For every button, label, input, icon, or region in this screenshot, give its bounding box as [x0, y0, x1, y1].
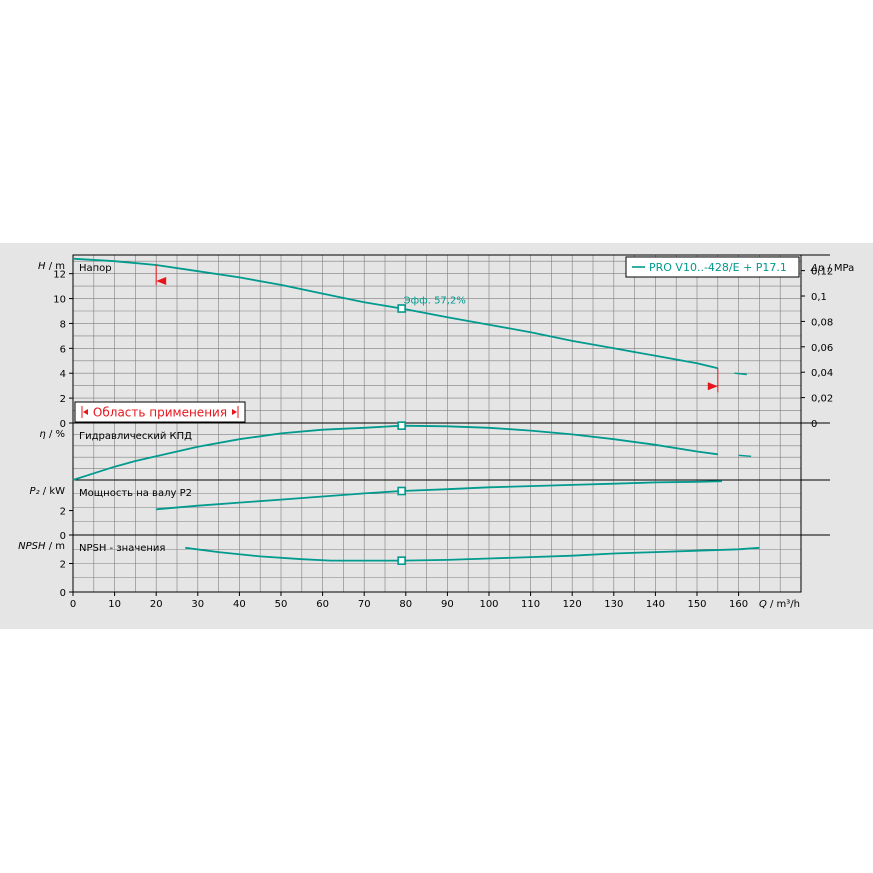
y-axis-var: P₂ [30, 486, 40, 497]
panel-title: Мощность на валу P2 [79, 488, 192, 499]
right-tick-label: 0,1 [811, 292, 827, 303]
y-tick-label: 2 [60, 394, 66, 405]
right-tick-label: 0,04 [811, 368, 833, 379]
x-tick-label: 120 [563, 599, 582, 610]
y-tick-label: 0 [60, 531, 66, 542]
x-tick-label: 80 [399, 599, 412, 610]
curve-line [185, 546, 760, 562]
x-tick-label: 90 [441, 599, 454, 610]
range-min-arrow [156, 276, 167, 285]
y-tick-label: 4 [60, 369, 66, 380]
y-tick-label: 2 [60, 560, 66, 571]
x-tick-label: 70 [358, 599, 371, 610]
panel-power: 0 2 P₂ / kW Мощность на валу P2 [30, 480, 723, 542]
x-tick-label: 150 [687, 599, 706, 610]
x-tick-label: 160 [729, 599, 748, 610]
duty-point-marker [397, 304, 406, 313]
duty-point-marker [397, 556, 406, 565]
curve-tail [738, 454, 752, 457]
x-tick-label: 20 [150, 599, 163, 610]
x-tick-label: 30 [191, 599, 204, 610]
x-axis-label: Q / m³/h [759, 599, 800, 610]
x-tick-label: 110 [521, 599, 540, 610]
y-tick-label: 10 [53, 295, 66, 306]
x-axis-unit: / m³/h [767, 599, 800, 610]
x-axis: 0 10 20 30 40 50 60 70 80 90 100 110 120 130 140 150 160… [70, 592, 800, 610]
y-tick-label: 0 [60, 419, 66, 430]
y-axis-unit: / m [46, 261, 65, 272]
panel-title: Напор [79, 263, 112, 274]
panel-title: NPSH - значения [79, 543, 165, 554]
panel-efficiency: η / % Гидравлический КПД [39, 421, 752, 481]
right-tick-label: 0 [811, 419, 817, 430]
right-tick-label: 0,12 [811, 267, 833, 278]
x-tick-label: 140 [646, 599, 665, 610]
legend-box [625, 256, 800, 278]
panel-npsh: 0 2 NPSH / m NPSH - значения [18, 541, 760, 599]
y-axis-unit: / % [46, 429, 65, 440]
range-legend-right-arrow [232, 409, 237, 415]
y-tick-label: 0 [60, 588, 66, 599]
pump-curve-svg: 0 10 20 30 40 50 60 70 80 90 100 110 120 130 140 150 160… [18, 254, 854, 610]
pump-curve-chart: 0 10 20 30 40 50 60 70 80 90 100 110 120 130 140 150 160… [0, 243, 873, 629]
duty-point-marker [397, 486, 406, 496]
y-axis-unit: / m [46, 541, 65, 552]
x-tick-label: 130 [604, 599, 623, 610]
right-axis-label: Δp / MPa [810, 263, 854, 274]
range-max-arrow [707, 382, 718, 391]
right-axis-unit: / MPa [824, 263, 854, 274]
y-tick-label: 12 [53, 270, 66, 281]
y-axis-var: η [39, 429, 45, 440]
y-tick-label: 2 [60, 507, 66, 518]
panel-title: Гидравлический КПД [79, 431, 192, 442]
y-axis-label: H / m [38, 261, 65, 272]
x-tick-label: 40 [233, 599, 246, 610]
y-axis-var: H [38, 261, 46, 272]
x-tick-label: 100 [479, 599, 498, 610]
x-tick-label: 0 [70, 599, 76, 610]
x-axis-var: Q [759, 599, 767, 610]
operating-range: Область применения [74, 264, 719, 423]
y-axis-label: NPSH / m [18, 541, 65, 552]
y-axis-unit: / kW [40, 486, 66, 497]
right-tick-label: 0,06 [811, 343, 833, 354]
right-axis-var: Δp [810, 263, 824, 274]
x-tick-label: 10 [108, 599, 121, 610]
curve-tail [734, 372, 747, 376]
range-legend-left-arrow [83, 409, 88, 415]
range-legend-label: Область применения [93, 406, 227, 420]
curve-line [156, 480, 723, 511]
y-tick-label: 8 [60, 319, 66, 330]
curve-line [72, 424, 718, 481]
y-axis-var: NPSH [18, 541, 46, 552]
duty-point-marker [397, 421, 406, 430]
duty-point-label: Эфф. 57,2% [404, 296, 466, 307]
y-axis-label: η / % [39, 429, 65, 440]
series-legend: PRO V10..-428/E + P17.1 [625, 256, 800, 278]
right-tick-label: 0,08 [811, 317, 833, 328]
range-legend-box [74, 401, 246, 423]
x-tick-label: 60 [316, 599, 329, 610]
y-axis-label: P₂ / kW [30, 486, 66, 497]
legend-label: PRO V10..-428/E + P17.1 [649, 261, 787, 274]
y-tick-label: 6 [60, 344, 66, 355]
x-tick-label: 50 [275, 599, 288, 610]
right-tick-label: 0,02 [811, 394, 833, 405]
